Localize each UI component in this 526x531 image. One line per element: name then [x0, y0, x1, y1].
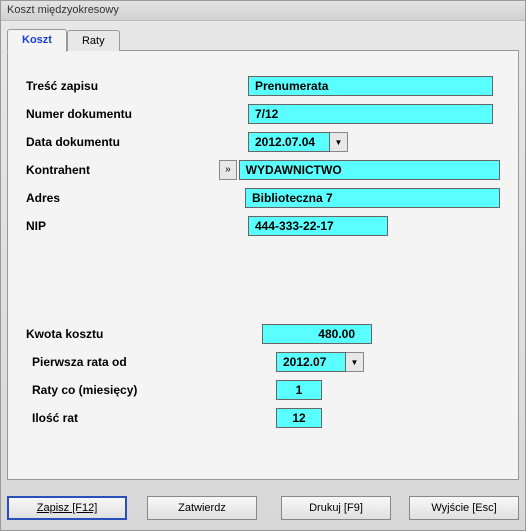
window-title: Koszt międzyokresowy: [7, 4, 119, 16]
label-tresc: Treść zapisu: [26, 79, 226, 93]
label-kwota: Kwota kosztu: [26, 327, 226, 341]
row-data: Data dokumentu 2012.07.04 ▼: [26, 131, 500, 153]
date-dropdown-button[interactable]: ▼: [330, 132, 348, 152]
row-tresc: Treść zapisu Prenumerata: [26, 75, 500, 97]
label-pierwsza: Pierwsza rata od: [26, 355, 226, 369]
zapisz-button[interactable]: Zapisz [F12]: [7, 496, 127, 520]
row-ilosc: Ilość rat 12: [26, 407, 500, 429]
kontrahent-lookup-button[interactable]: »: [219, 160, 236, 180]
label-nip: NIP: [26, 219, 226, 233]
field-kwota[interactable]: 480.00: [262, 324, 372, 344]
row-nip: NIP 444-333-22-17: [26, 215, 500, 237]
tab-koszt[interactable]: Koszt: [7, 29, 67, 52]
spacer: [26, 243, 500, 323]
pierwsza-dropdown-button[interactable]: ▼: [346, 352, 364, 372]
wyjscie-button[interactable]: Wyjście [Esc]: [409, 496, 519, 520]
row-kwota: Kwota kosztu 480.00: [26, 323, 500, 345]
row-ratyco: Raty co (miesięcy) 1: [26, 379, 500, 401]
dialog-window: Koszt międzyokresowy Koszt Raty Treść za…: [0, 0, 526, 531]
field-numer[interactable]: 7/12: [248, 104, 493, 124]
field-ratyco[interactable]: 1: [276, 380, 322, 400]
label-data: Data dokumentu: [26, 135, 226, 149]
field-adres[interactable]: Biblioteczna 7: [245, 188, 500, 208]
button-bar: Zapisz [F12] Zatwierdz Drukuj [F9] Wyjśc…: [7, 496, 519, 520]
label-ilosc: Ilość rat: [26, 411, 226, 425]
label-adres: Adres: [26, 191, 214, 205]
label-numer: Numer dokumentu: [26, 107, 226, 121]
row-adres: Adres Biblioteczna 7: [26, 187, 500, 209]
row-pierwsza: Pierwsza rata od 2012.07 ▼: [26, 351, 500, 373]
row-numer: Numer dokumentu 7/12: [26, 103, 500, 125]
tab-panel-koszt: Treść zapisu Prenumerata Numer dokumentu…: [7, 50, 519, 480]
field-data[interactable]: 2012.07.04: [248, 132, 330, 152]
field-tresc[interactable]: Prenumerata: [248, 76, 493, 96]
label-kontrahent: Kontrahent: [26, 163, 219, 177]
field-kontrahent[interactable]: WYDAWNICTWO: [239, 160, 500, 180]
row-kontrahent: Kontrahent » WYDAWNICTWO: [26, 159, 500, 181]
zatwierdz-button[interactable]: Zatwierdz: [147, 496, 257, 520]
title-bar: Koszt międzyokresowy: [1, 1, 525, 21]
field-pierwsza[interactable]: 2012.07: [276, 352, 346, 372]
field-ilosc[interactable]: 12: [276, 408, 322, 428]
content-area: Koszt Raty Treść zapisu Prenumerata Nume…: [7, 27, 519, 480]
field-nip[interactable]: 444-333-22-17: [248, 216, 388, 236]
tab-strip: Koszt Raty: [7, 27, 519, 51]
tab-raty[interactable]: Raty: [67, 30, 120, 51]
drukuj-button[interactable]: Drukuj [F9]: [281, 496, 391, 520]
label-ratyco: Raty co (miesięcy): [26, 383, 226, 397]
